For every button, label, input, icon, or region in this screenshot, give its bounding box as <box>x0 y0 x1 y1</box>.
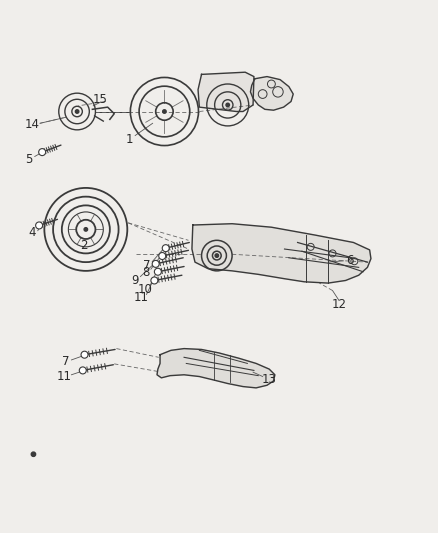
Polygon shape <box>198 72 254 111</box>
Text: 10: 10 <box>138 282 152 296</box>
Circle shape <box>162 245 169 252</box>
Text: 13: 13 <box>262 373 277 386</box>
Text: 7: 7 <box>62 355 69 368</box>
Circle shape <box>81 351 88 358</box>
Circle shape <box>39 149 46 156</box>
Circle shape <box>154 268 161 275</box>
Text: 11: 11 <box>134 292 149 304</box>
Text: 1: 1 <box>126 133 133 146</box>
Circle shape <box>79 367 86 374</box>
Circle shape <box>31 452 35 456</box>
Text: 7: 7 <box>143 259 151 272</box>
Text: 2: 2 <box>80 239 88 252</box>
Circle shape <box>162 110 166 113</box>
Polygon shape <box>157 349 275 388</box>
Circle shape <box>84 228 88 231</box>
Text: 11: 11 <box>57 370 71 383</box>
Circle shape <box>159 253 166 260</box>
Circle shape <box>226 103 230 107</box>
Text: 6: 6 <box>346 254 354 268</box>
Circle shape <box>35 222 42 229</box>
Text: 12: 12 <box>332 298 346 311</box>
Circle shape <box>75 110 79 113</box>
Polygon shape <box>192 224 371 283</box>
Circle shape <box>215 254 219 257</box>
Text: 14: 14 <box>25 118 39 131</box>
Circle shape <box>152 261 159 268</box>
Text: 15: 15 <box>93 93 108 106</box>
Text: 8: 8 <box>142 266 149 279</box>
Polygon shape <box>251 77 293 110</box>
Text: 9: 9 <box>131 273 139 287</box>
Circle shape <box>151 277 158 284</box>
Text: 4: 4 <box>28 226 36 239</box>
Text: 5: 5 <box>25 153 33 166</box>
